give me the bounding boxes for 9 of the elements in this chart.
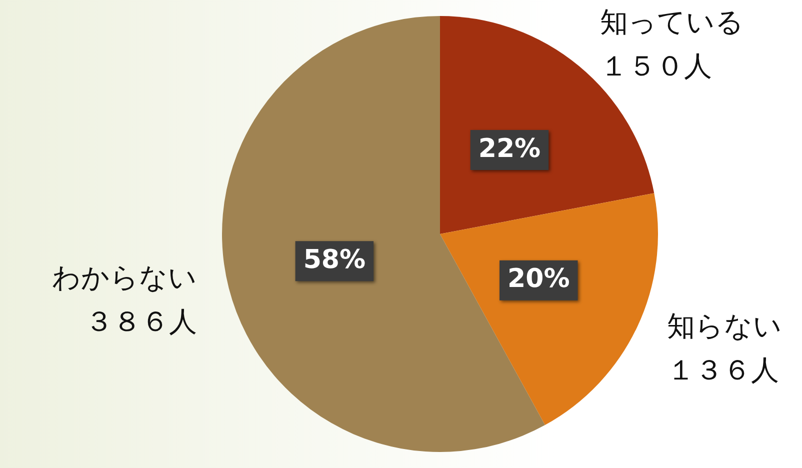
slice-label: わからない [52,261,198,294]
data-label: 22% [478,134,541,164]
text: １３６人 [666,353,779,386]
data-label: 58% [303,244,366,275]
slice-label: 知らない [666,309,782,342]
text: ３８６人 [85,305,198,338]
data-label: 20% [508,264,570,294]
slice-label: 知っている [600,5,744,38]
text: １５０人 [600,49,712,82]
